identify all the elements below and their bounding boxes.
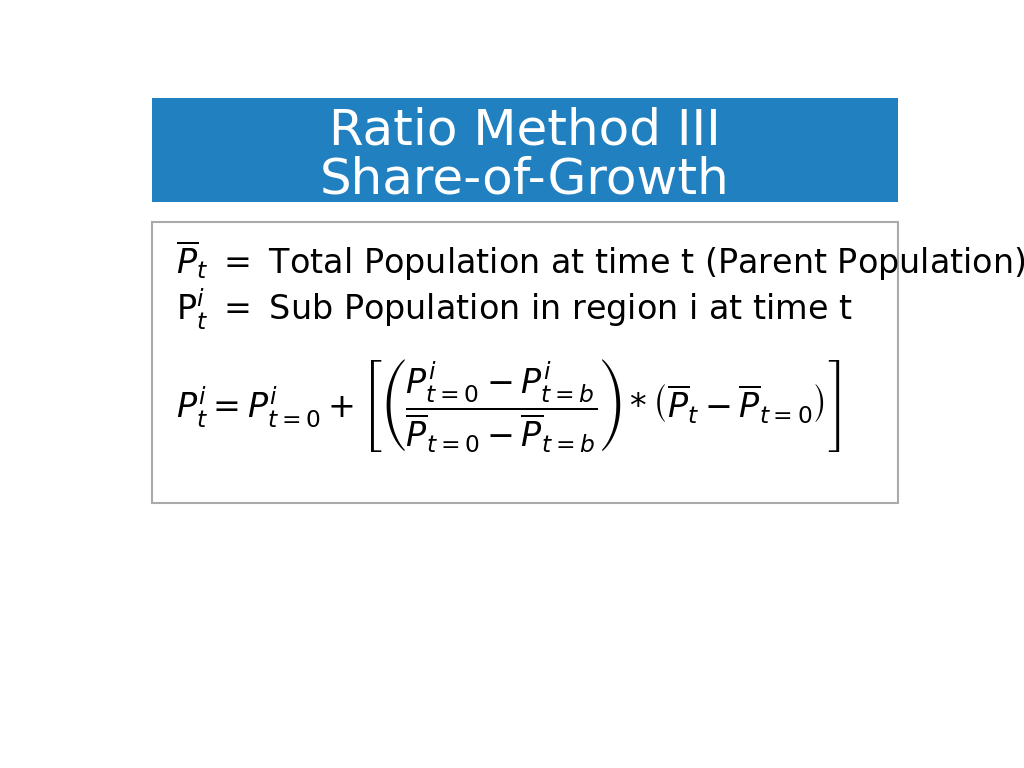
Text: $\mathrm{P}^{i}_{t}\ =$ Sub Population in region i at time t: $\mathrm{P}^{i}_{t}\ =$ Sub Population i… xyxy=(176,286,852,330)
Text: Ratio Method III: Ratio Method III xyxy=(329,107,721,154)
FancyBboxPatch shape xyxy=(152,222,898,503)
Text: Share-of-Growth: Share-of-Growth xyxy=(319,155,730,203)
Text: $\overline{P}_{t}\ =$ Total Population at time t (Parent Population): $\overline{P}_{t}\ =$ Total Population a… xyxy=(176,239,1024,283)
Text: $P^{i}_{t} = P^{i}_{t=0} + \left[\left( \dfrac{P^{i}_{t=0} - P^{i}_{t=b}}{\overl: $P^{i}_{t} = P^{i}_{t=0} + \left[\left( … xyxy=(176,357,840,454)
FancyBboxPatch shape xyxy=(152,98,898,201)
